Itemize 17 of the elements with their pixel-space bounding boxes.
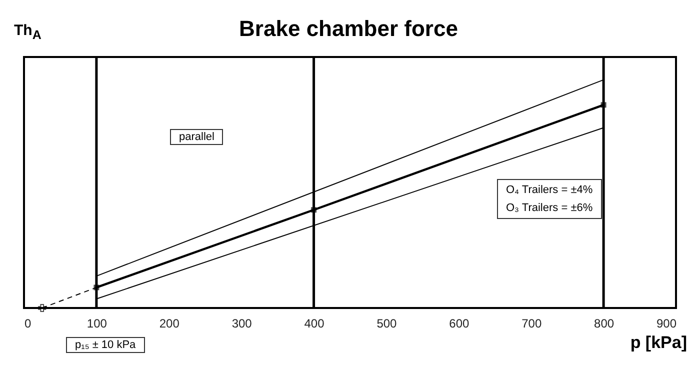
chart-title: Brake chamber force: [239, 16, 458, 41]
text: p₁₅ ± 10 kPa: [66, 337, 145, 353]
x-tick-label: 300: [232, 316, 252, 330]
x-tick-label: 100: [86, 316, 108, 330]
x-tick-label: 900: [656, 316, 677, 330]
x-tick-label: 600: [449, 316, 470, 330]
y-axis-title: Th$_{A}$: [14, 22, 42, 42]
x-tick-label: 500: [376, 316, 398, 330]
x-axis-title: p [kPa]: [630, 333, 687, 353]
annotation: O₄ Trailers = ±4%: [506, 183, 593, 198]
x-tick-label: 800: [594, 316, 614, 330]
x-tick-label: 700: [522, 316, 542, 330]
x-tick-label: 0: [24, 316, 32, 330]
annotation: O₃ Trailers = ±6%: [506, 201, 593, 216]
x-tick-label: 400: [304, 316, 325, 330]
x-tick-label: 200: [159, 316, 180, 330]
annotation: parallel: [170, 129, 224, 145]
